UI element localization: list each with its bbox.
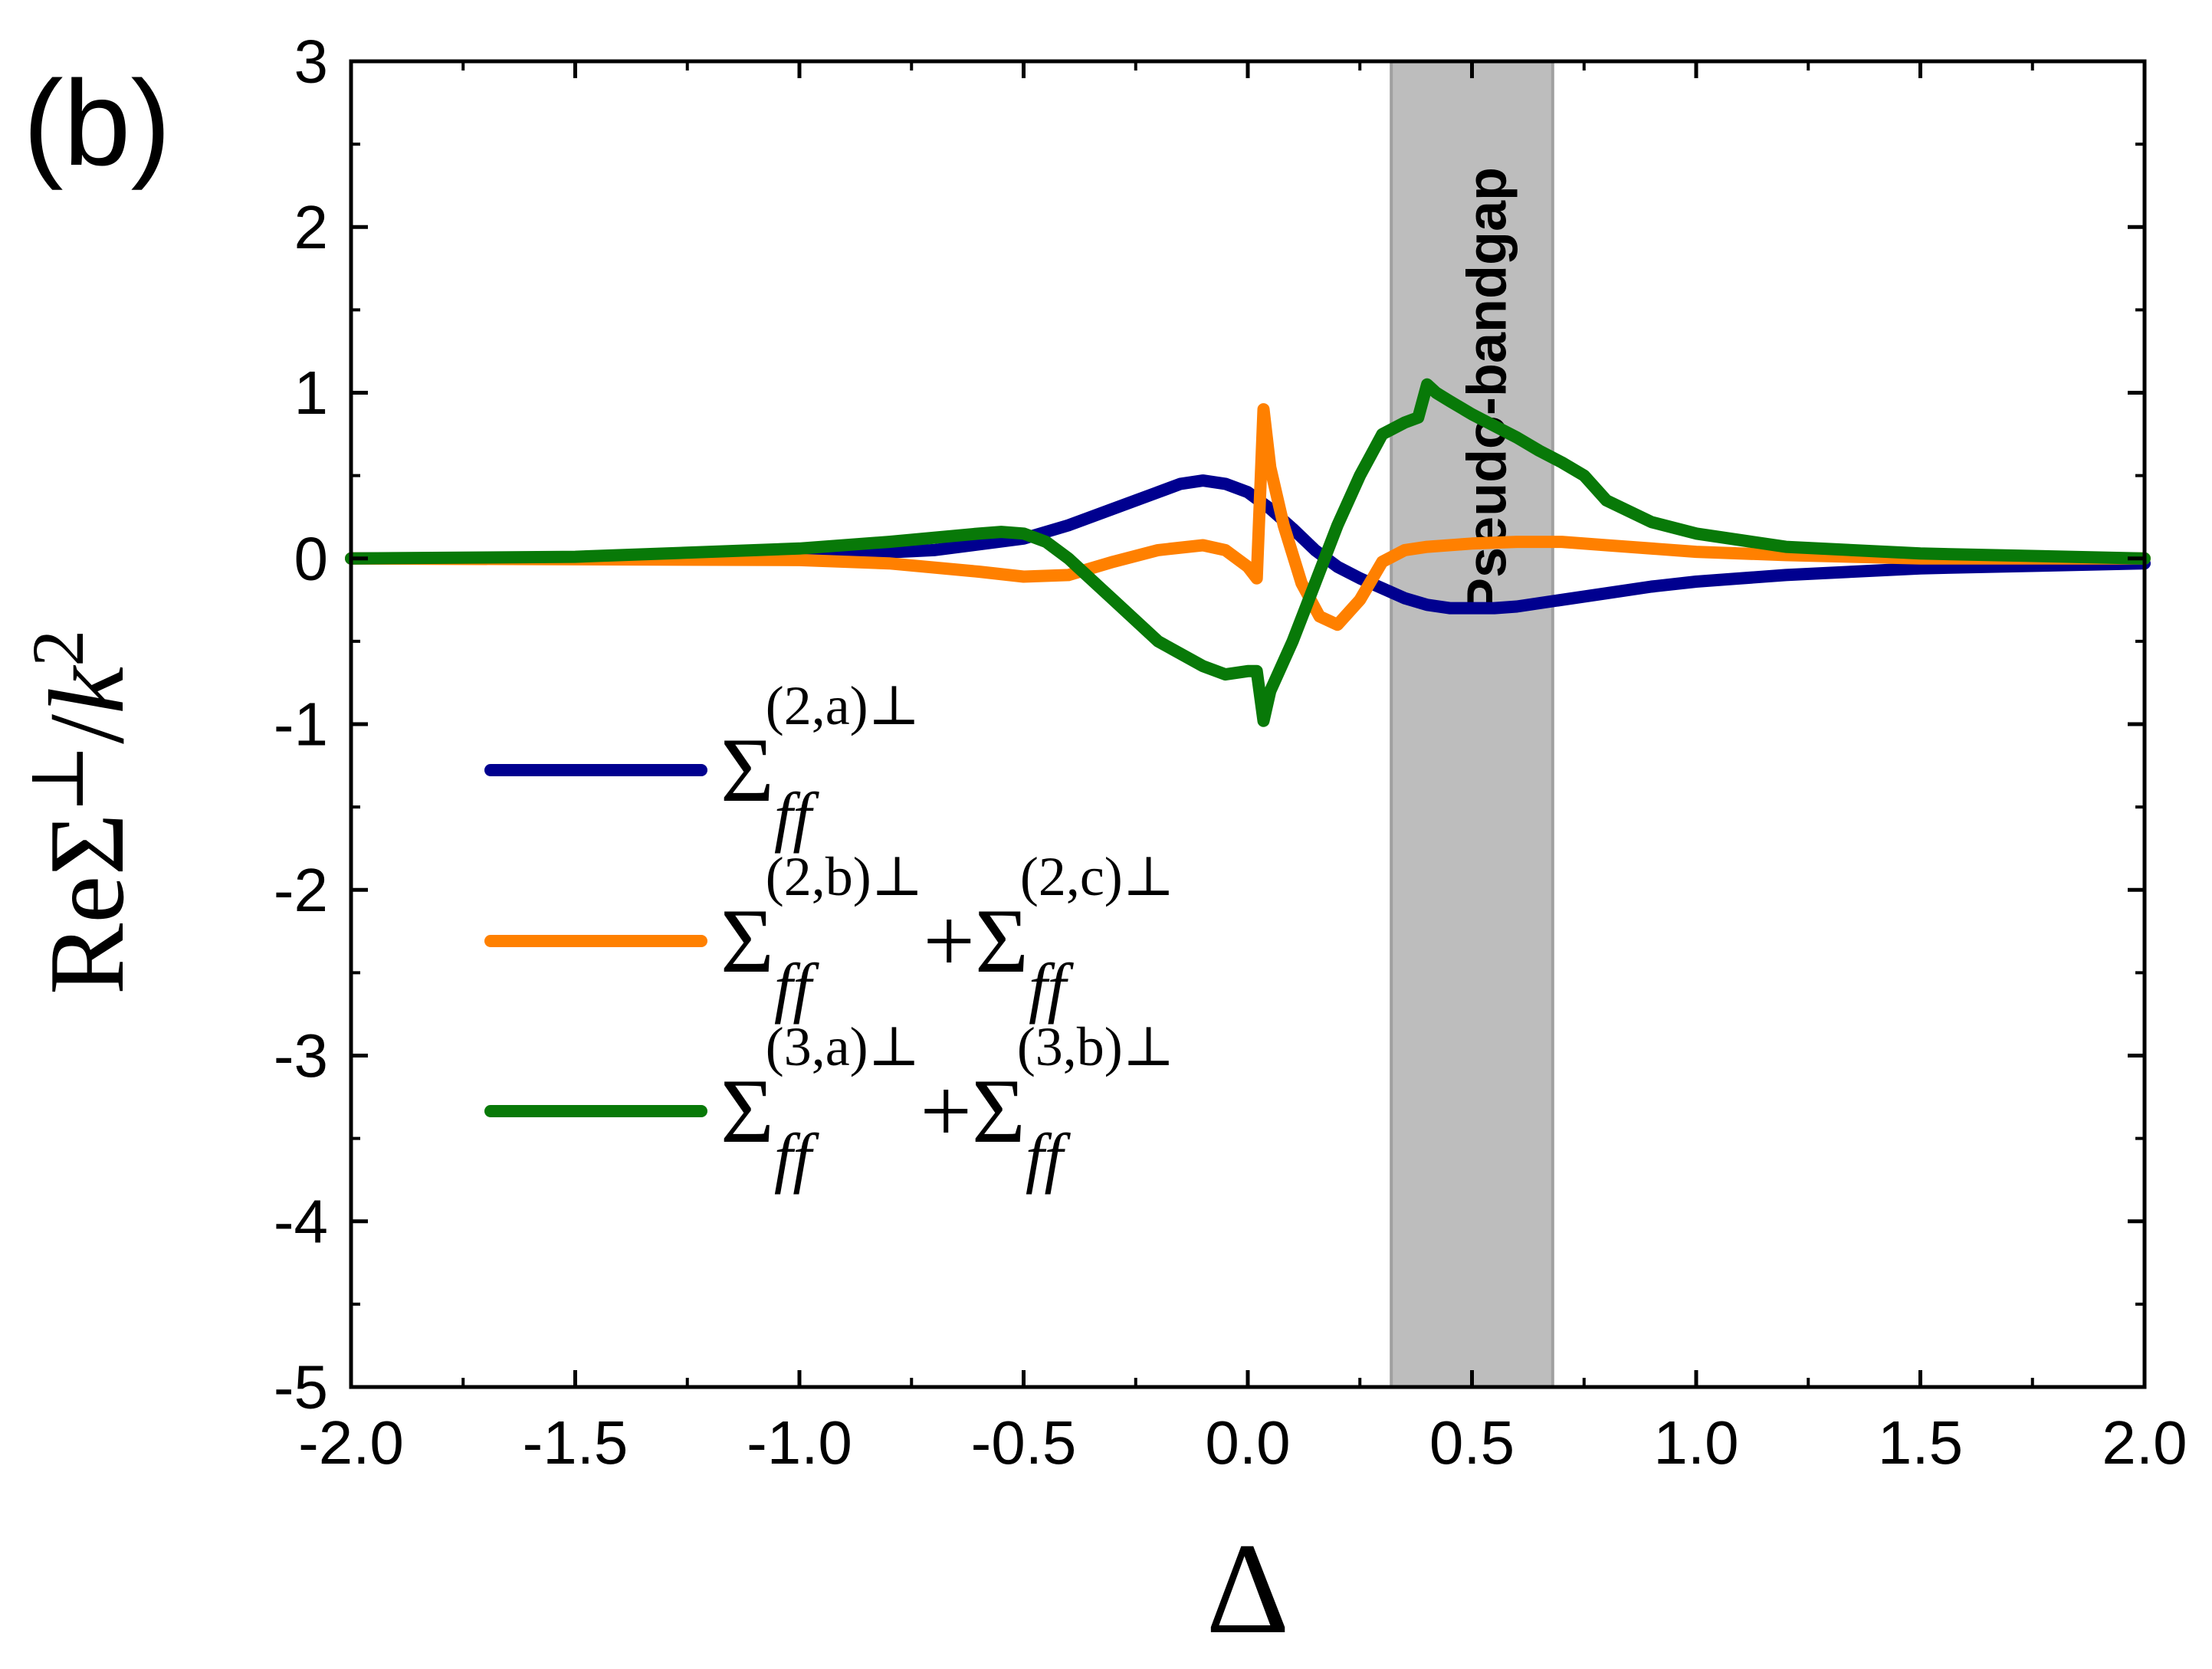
y-tick-label: 0 — [294, 524, 329, 592]
x-tick-label: 0.0 — [1205, 1408, 1290, 1477]
pseudo-bandgap-band — [1390, 60, 1554, 1389]
x-axis: -2.0 -1.5 -1.0 -0.5 0.0 0.5 1.0 1.5 2.0 — [298, 61, 2187, 1477]
series-layer — [345, 378, 2151, 727]
y-axis-title-slash: / — [28, 714, 146, 744]
y-tick-label: -3 — [274, 1021, 328, 1090]
y-axis: -5 -4 -3 -2 -1 0 1 2 3 — [274, 28, 2145, 1421]
series-line-1 — [345, 474, 2151, 615]
y-tick-label: 2 — [294, 193, 329, 261]
y-tick-label: -1 — [274, 690, 328, 759]
series-line-3 — [345, 378, 2151, 727]
y-axis-title-k-sup: 2 — [17, 630, 99, 667]
x-tick-label: 0.5 — [1429, 1408, 1515, 1477]
legend-symbol-2: +Σ — [923, 890, 1029, 992]
x-tick-label: -1.5 — [523, 1408, 628, 1477]
x-tick-label: -2.0 — [298, 1408, 404, 1477]
x-tick-label: 1.5 — [1878, 1408, 1963, 1477]
legend-superscript-2: (3,b)⊥ — [1017, 1016, 1175, 1077]
y-tick-label: -5 — [274, 1353, 328, 1421]
legend-symbol-2: +Σ — [920, 1060, 1026, 1162]
x-tick-label: -1.0 — [747, 1408, 852, 1477]
y-tick-label: 1 — [294, 359, 329, 427]
y-tick-label: 3 — [294, 28, 329, 96]
y-axis-title-sup: ⊥ — [17, 744, 99, 813]
y-axis-title: ReΣ⊥/k2 — [17, 630, 146, 995]
series-line-2 — [345, 403, 2151, 631]
x-tick-label: 2.0 — [2102, 1408, 2187, 1477]
y-axis-title-k: k — [28, 664, 146, 714]
x-tick-label: -0.5 — [971, 1408, 1077, 1477]
legend-superscript: (2,a)⊥ — [766, 675, 921, 736]
y-tick-label: -4 — [274, 1187, 328, 1255]
legend-symbol: Σ — [720, 890, 774, 992]
legend-superscript: (2,b)⊥ — [766, 846, 924, 907]
legend-superscript: (3,a)⊥ — [766, 1016, 921, 1077]
y-axis-title-prefix: ReΣ — [28, 813, 146, 995]
y-tick-label: -2 — [274, 856, 328, 924]
legend-superscript-2: (2,c)⊥ — [1020, 846, 1175, 907]
panel-label: (b) — [23, 56, 171, 191]
x-axis-title: Δ — [1206, 1517, 1289, 1661]
legend-symbol: Σ — [720, 1060, 774, 1162]
legend-symbol: Σ — [720, 719, 774, 821]
x-tick-label: 1.0 — [1653, 1408, 1738, 1477]
